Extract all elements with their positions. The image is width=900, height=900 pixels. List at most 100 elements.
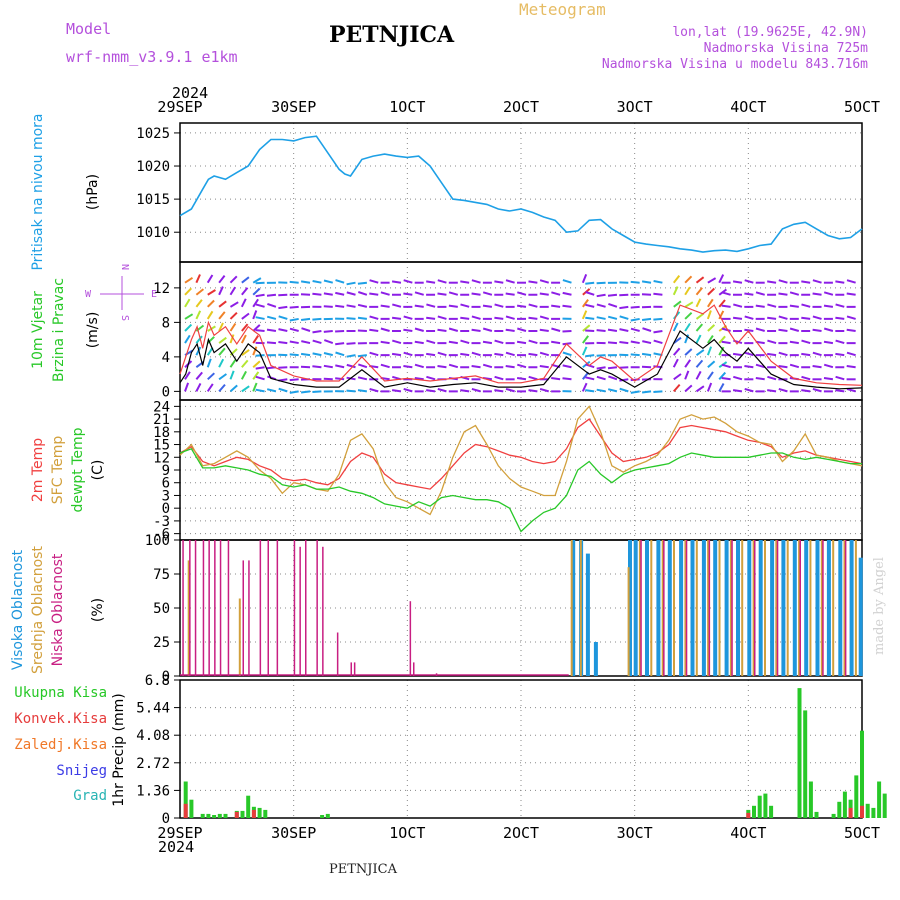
total-precip-bar [871, 807, 876, 818]
wind-gust-line [179, 304, 863, 386]
wind-arrow-glyph [300, 352, 311, 357]
wind-arrow-glyph [823, 377, 834, 381]
wind-arrow-glyph [767, 375, 777, 381]
wind-arrow-glyph [323, 292, 333, 296]
wind-arrow-glyph [684, 370, 690, 380]
wind-arrow-glyph [672, 274, 681, 284]
high-cloud-bar [679, 540, 684, 676]
wind-arrow-glyph [289, 353, 299, 357]
wind-arrow-glyph [641, 280, 652, 284]
wind-arrow-glyph [195, 299, 203, 308]
mid-cloud-bar [854, 540, 857, 676]
convective-precip-bar [746, 812, 751, 818]
time-label-bottom: 2OCT [503, 824, 539, 842]
wind-arrow-glyph [835, 352, 845, 357]
wind-arrow-glyph [252, 382, 258, 392]
lonlat-label: lon,lat (19.9625E, 42.9N) [672, 25, 868, 40]
wind-arrow-glyph [528, 316, 538, 320]
high-cloud-bar [585, 553, 590, 676]
wind-arrow-glyph [718, 335, 726, 344]
temp-dewpt-line [179, 448, 862, 533]
wind-ytick-label: 8 [162, 315, 170, 331]
wind-arrow-glyph [835, 303, 845, 308]
precip-ytick-label: 4.08 [136, 728, 170, 744]
wind-arrow-glyph [266, 293, 277, 297]
wind-arrow-glyph [505, 315, 515, 320]
wind-arrow-glyph [607, 315, 618, 320]
wind-arrow-glyph [707, 277, 717, 284]
wind-arrow-glyph [801, 339, 811, 345]
low-cloud-bar [754, 540, 756, 676]
wind-arrow-glyph [437, 351, 447, 357]
wind-arrow-glyph [380, 304, 390, 308]
wind-arrow-glyph [494, 375, 504, 381]
precip-ytick-label: 1.36 [136, 783, 170, 799]
wind-arrow-glyph [278, 328, 288, 332]
clouds-ytick-label: 0 [162, 669, 170, 685]
wind-arrow-glyph [218, 300, 227, 308]
wind-arrow-glyph [505, 292, 515, 296]
wind-arrow-glyph [494, 280, 504, 284]
wind-arrow-glyph [596, 303, 606, 308]
pressure-line [179, 135, 863, 253]
wind-arrow-glyph [582, 299, 589, 308]
wind-arrow-glyph [229, 322, 237, 332]
wind-arrow-glyph [767, 303, 777, 308]
wind-arrow-glyph [335, 342, 345, 346]
wind-arrow-glyph [846, 279, 856, 284]
wind-arrow-glyph [357, 363, 368, 369]
temp-sfc-line [179, 405, 863, 516]
mid-cloud-bar [729, 540, 732, 676]
wind-arrow-glyph [562, 330, 572, 333]
wind-arrow-glyph [300, 317, 311, 321]
high-cloud-bar [713, 540, 718, 676]
wind-arrow-glyph [323, 364, 333, 369]
wind-arrow-glyph [380, 327, 390, 332]
wind-arrow-glyph [812, 365, 822, 369]
elevation-label: Nadmorska Visina 725m [703, 41, 868, 56]
compass-south: S [119, 315, 130, 321]
wind-arrow-glyph [252, 360, 261, 368]
wind-arrow-glyph [229, 384, 238, 393]
wind-arrow-glyph [403, 365, 413, 369]
wind-arrow-glyph [630, 340, 640, 345]
wind-arrow-glyph [184, 382, 190, 392]
temperature-ytick-label: 0 [162, 501, 170, 517]
wind-arrow-glyph [229, 311, 238, 320]
wind-arrow-glyph [630, 353, 640, 357]
wind-arrow-glyph [585, 291, 595, 296]
wind-arrow-glyph [218, 358, 225, 368]
wind-arrow-glyph [823, 340, 834, 345]
wind-arrow-glyph [582, 324, 591, 332]
wind-arrow-glyph [596, 329, 606, 332]
wind-ytick-label: 0 [162, 384, 170, 400]
wind-arrow-glyph [642, 327, 652, 332]
wind-arrow-glyph [207, 299, 215, 308]
wind-arrow-glyph [403, 315, 413, 320]
low-cloud-bar [248, 560, 250, 676]
wind-arrow-glyph [184, 298, 191, 308]
wind-arrow-glyph [448, 327, 459, 332]
wind-arrow-glyph [229, 275, 238, 284]
high-cloud-bar [815, 540, 820, 676]
total-precip-bar [240, 810, 245, 818]
wind-arrow-glyph [607, 366, 618, 370]
wind-arrow-glyph [684, 311, 693, 320]
wind-arrow-glyph [673, 347, 681, 356]
wind-arrow-glyph [767, 316, 777, 320]
wind-arrow-glyph [517, 291, 527, 296]
low-cloud-bar [182, 540, 184, 676]
wind-arrow-glyph [596, 388, 606, 393]
wind-arrow-glyph [369, 387, 379, 393]
wind-arrow-glyph [391, 280, 402, 284]
wind-arrow-glyph [585, 316, 595, 320]
wind-arrow-glyph [767, 352, 777, 357]
mid-cloud-bar [741, 540, 744, 676]
wind-arrow-glyph [346, 291, 356, 296]
wind-arrow-glyph [607, 341, 618, 345]
wind-arrow-glyph [801, 375, 811, 381]
model-label: Model [66, 20, 112, 38]
wind-arrow-glyph [846, 315, 856, 320]
wind-arrow-glyph [505, 387, 515, 393]
wind-arrow-glyph [744, 387, 754, 393]
